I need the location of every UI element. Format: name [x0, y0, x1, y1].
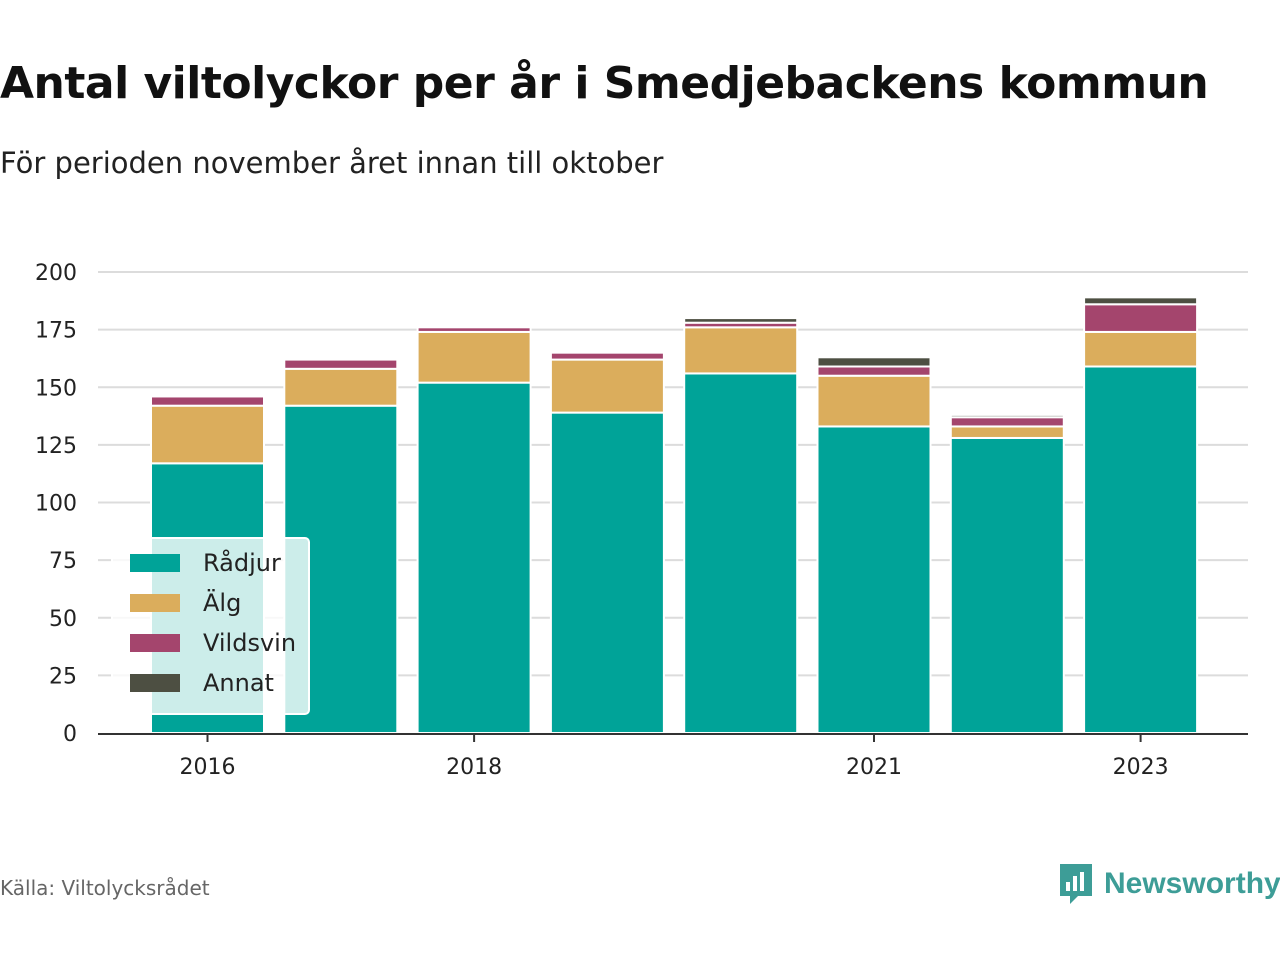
chart-title: Antal viltolyckor per år i Smedjebackens… — [0, 58, 1209, 109]
bar-segment — [816, 374, 932, 428]
bar-segment — [683, 372, 799, 734]
legend-label: Annat — [203, 669, 274, 697]
bar-segment — [949, 425, 1065, 439]
bar-segment — [150, 404, 265, 465]
bar-segment — [150, 395, 265, 407]
y-axis-ticks: 0 25 50 75 100 125 150 175 200 — [35, 261, 77, 747]
legend-label: Rådjur — [203, 548, 281, 577]
bar-segment — [549, 411, 665, 734]
x-tick-label: 2016 — [180, 755, 236, 780]
bar-segment — [683, 326, 799, 375]
bar-segment — [816, 356, 932, 368]
chart-subtitle: För perioden november året innan till ok… — [0, 146, 664, 180]
bar-segment — [949, 413, 1065, 419]
bar-segment — [1083, 330, 1199, 368]
bar-segment — [683, 317, 799, 324]
legend-swatch — [130, 594, 180, 612]
bar-segment — [949, 416, 1065, 428]
bar-segment — [416, 381, 532, 734]
bar-segment — [1083, 365, 1199, 734]
y-tick-label: 125 — [35, 434, 77, 459]
bar-segment — [416, 326, 532, 333]
legend-label: Vildsvin — [203, 629, 296, 657]
bars — [150, 296, 1199, 734]
x-tick-label: 2018 — [446, 755, 502, 780]
bar-segment — [283, 358, 399, 370]
newsworthy-logo-icon — [1060, 864, 1092, 904]
y-tick-label: 75 — [49, 549, 77, 574]
y-tick-label: 150 — [35, 376, 77, 401]
y-tick-label: 175 — [35, 319, 77, 344]
y-tick-label: 100 — [35, 492, 77, 517]
brand: Newsworthy — [1058, 862, 1280, 906]
bar-segment — [549, 351, 665, 361]
x-axis: 2016 2018 2021 2023 — [98, 733, 1248, 780]
legend-swatch — [130, 674, 180, 692]
y-tick-label: 0 — [63, 722, 77, 747]
x-tick-label: 2023 — [1113, 755, 1169, 780]
bar-segment — [549, 358, 665, 414]
legend-swatch — [130, 554, 180, 572]
bar-segment — [816, 365, 932, 377]
y-tick-label: 25 — [49, 664, 77, 689]
brand-name: Newsworthy — [1104, 867, 1280, 900]
source-note: Källa: Viltolycksrådet — [0, 876, 210, 900]
x-tick-label: 2021 — [846, 755, 902, 780]
bar-segment — [1083, 303, 1199, 333]
bar-segment — [816, 425, 932, 734]
legend-box — [111, 537, 310, 715]
bar-segment — [1083, 296, 1199, 306]
y-tick-label: 200 — [35, 261, 77, 286]
legend-swatch — [130, 634, 180, 652]
legend-label: Älg — [203, 588, 241, 617]
y-tick-label: 50 — [49, 607, 77, 632]
legend: Rådjur Älg Vildsvin Annat — [111, 537, 310, 715]
bar-segment — [416, 330, 532, 384]
bar-segment — [283, 367, 399, 407]
bar-segment — [949, 436, 1065, 734]
